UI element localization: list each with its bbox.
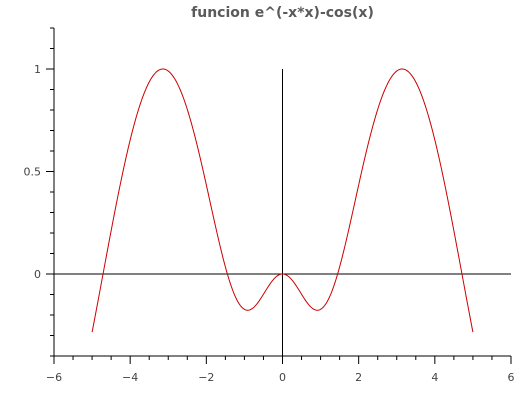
- y-tick-label: 0: [34, 268, 41, 281]
- x-tick-label: −2: [198, 371, 214, 384]
- chart-title: funcion e^(-x*x)-cos(x): [191, 5, 374, 21]
- series-line: [91, 68, 474, 333]
- x-tick-label: 4: [431, 371, 438, 384]
- x-tick-label: 0: [279, 371, 286, 384]
- x-tick-label: −4: [122, 371, 138, 384]
- y-tick-label: 1: [34, 63, 41, 76]
- y-tick-label: 0.5: [24, 166, 42, 179]
- x-tick-label: 6: [508, 371, 515, 384]
- x-tick-label: −6: [46, 371, 62, 384]
- x-tick-label: 2: [355, 371, 362, 384]
